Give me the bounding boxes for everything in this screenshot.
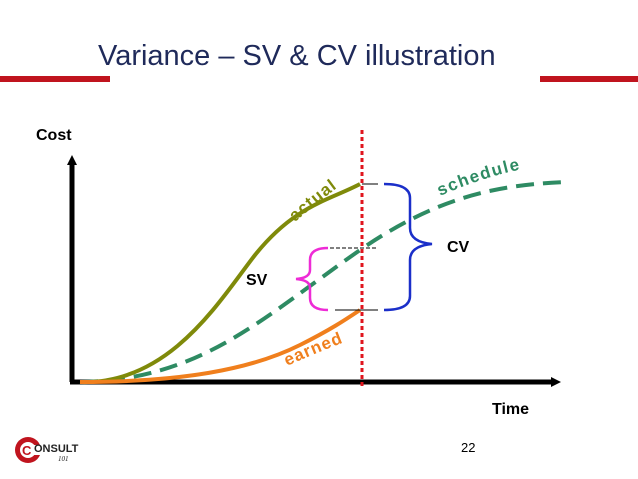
schedule-curve <box>79 180 566 384</box>
logo-text: ONSULT <box>34 443 79 455</box>
y-axis-label: Cost <box>36 127 72 144</box>
page-number: 22 <box>461 440 476 455</box>
svg-text:actual: actual <box>285 175 340 225</box>
earned-curve-label: earned <box>281 328 345 369</box>
x-axis-label: Time <box>492 401 529 418</box>
consult-logo: C ONSULT 101 <box>15 437 79 463</box>
svg-text:earned: earned <box>281 328 346 369</box>
title-rule-right <box>540 76 638 82</box>
sv-label: SV <box>246 272 268 289</box>
cv-brace <box>383 182 433 312</box>
actual-curve <box>79 182 361 385</box>
earned-curve <box>79 308 362 384</box>
slide-title: Variance – SV & CV illustration <box>98 40 496 72</box>
logo-initial: C <box>22 443 32 458</box>
cv-label: CV <box>447 239 470 256</box>
title-rule-left <box>0 76 110 82</box>
sv-brace <box>295 246 329 312</box>
actual-curve-label: actual <box>285 175 339 225</box>
logo-subtext: 101 <box>58 455 69 463</box>
